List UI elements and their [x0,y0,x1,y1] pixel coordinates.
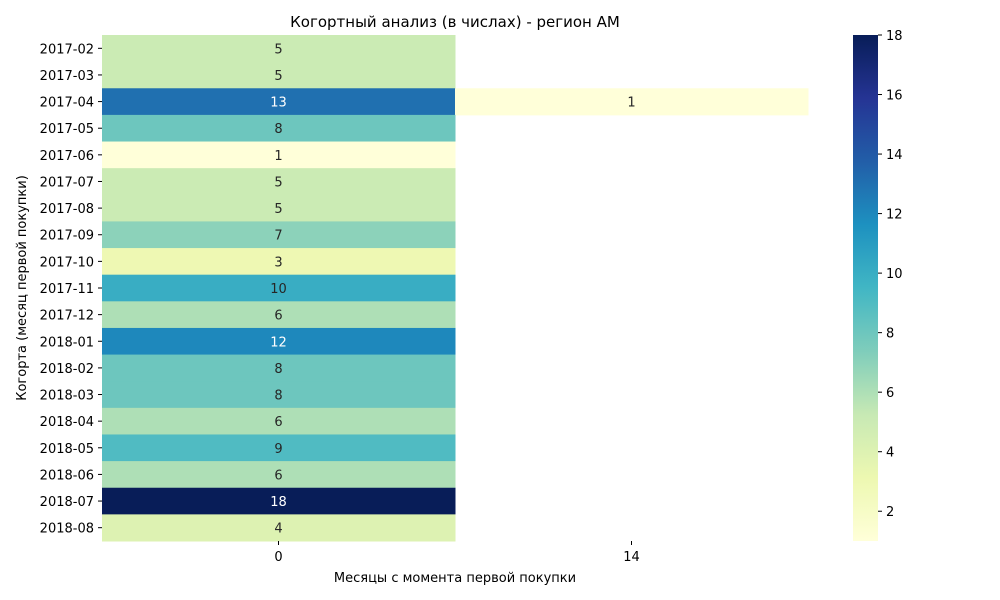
colorbar-tick-label: 16 [886,89,903,104]
colorbar-tick-label: 14 [886,148,903,163]
cell-value-label: 8 [274,122,282,137]
heatmap-cell [102,168,456,196]
cell-value-label: 6 [274,468,282,483]
x-tick-label: 0 [274,550,282,565]
colorbar-tick-label: 2 [886,505,894,520]
heatmap-cell [102,35,456,63]
y-tick-label: 2018-05 [40,442,94,457]
cell-value-label: 13 [270,96,287,111]
y-tick-label: 2018-02 [40,362,94,377]
y-tick-label: 2017-03 [40,69,94,84]
y-tick-label: 2017-10 [40,255,94,270]
heatmap-cell [102,327,456,356]
heatmap-cell [102,141,456,169]
heatmap-cell [455,88,809,116]
y-tick-label: 2017-07 [40,175,94,190]
heatmap-cell [102,61,456,89]
cell-value-label: 18 [270,495,287,510]
x-tick-label: 14 [623,550,640,565]
y-tick-label: 2018-04 [40,415,94,430]
cell-value-label: 12 [270,335,287,350]
heatmap-cell [102,88,456,116]
heatmap-cell [102,487,456,515]
y-tick-label: 2017-06 [40,149,94,164]
y-tick-label: 2017-08 [40,202,94,217]
y-tick-label: 2017-05 [40,122,94,137]
colorbar-tick-label: 10 [886,267,903,282]
y-tick-label: 2017-04 [40,96,94,111]
cell-value-label: 6 [274,309,282,324]
heatmap-cell [102,194,456,222]
cell-value-label: 8 [274,389,282,404]
y-tick-label: 2018-01 [40,335,94,350]
cell-value-label: 6 [274,415,282,430]
y-tick-label: 2017-02 [40,42,94,57]
heatmap-cell [102,354,456,382]
colorbar-gradient [853,35,878,541]
cell-value-label: 7 [274,229,282,244]
colorbar-tick-label: 8 [886,327,894,342]
heatmap-cell [102,301,456,329]
heatmap-cell [102,434,456,462]
cell-value-label: 5 [274,202,282,217]
cell-value-label: 5 [274,175,282,190]
chart-title: Когортный анализ (в числах) - регион AM [290,13,620,31]
cell-value-label: 5 [274,69,282,84]
x-axis-label: Месяцы с момента первой покупки [334,571,576,586]
cell-value-label: 4 [274,522,282,537]
cell-value-label: 3 [274,255,282,270]
y-tick-label: 2017-11 [40,282,94,297]
cell-value-label: 8 [274,362,282,377]
cell-value-label: 1 [274,149,282,164]
x-axis-ticks: 0 14 [274,541,640,565]
cell-value-label: 10 [270,282,287,297]
y-tick-label: 2017-09 [40,229,94,244]
heatmap-cell [102,381,456,409]
heatmap-cell [102,248,456,276]
heatmap-cell [102,274,456,302]
cell-value-label: 5 [274,42,282,57]
y-tick-label: 2018-06 [40,468,94,483]
y-tick-label: 2018-08 [40,522,94,537]
y-axis-label: Когорта (месяц первой покупки) [15,175,30,401]
heatmap-cell [102,407,456,435]
heatmap-cell [102,221,456,249]
colorbar-tick-label: 12 [886,208,903,223]
colorbar-tick-label: 18 [886,29,903,44]
colorbar-tick-label: 4 [886,446,894,461]
y-tick-label: 2017-12 [40,309,94,324]
cell-value-label: 9 [274,442,282,457]
colorbar-tick-label: 6 [886,386,894,401]
heatmap-cell [102,114,456,143]
cell-value-label: 1 [627,96,635,111]
colorbar: 2 4 6 8 10 12 14 16 18 [853,29,903,541]
y-axis-ticks: 2017-02 2017-03 2017-04 2017-05 2017-06 2017-… [40,42,102,537]
y-tick-label: 2018-03 [40,389,94,404]
heatmap-cell [102,461,456,489]
heatmap-cell [102,514,456,542]
y-tick-label: 2018-07 [40,495,94,510]
